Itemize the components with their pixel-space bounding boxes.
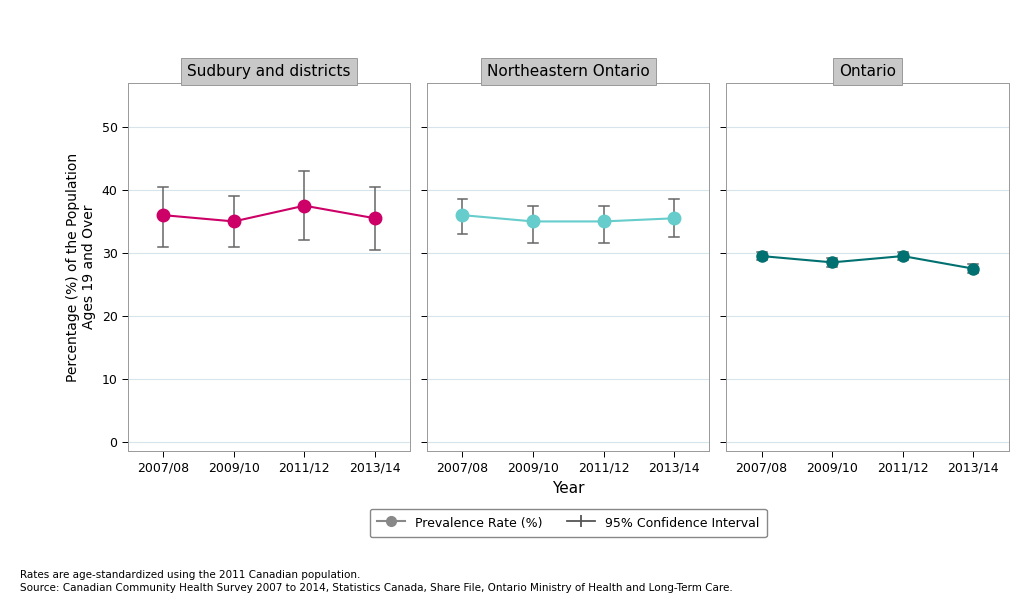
Y-axis label: Percentage (%) of the Population
Ages 19 and Over: Percentage (%) of the Population Ages 19…: [66, 152, 96, 382]
Text: Rates are age-standardized using the 2011 Canadian population.: Rates are age-standardized using the 201…: [20, 570, 360, 580]
Text: Source: Canadian Community Health Survey 2007 to 2014, Statistics Canada, Share : Source: Canadian Community Health Survey…: [20, 583, 733, 593]
Title: Sudbury and districts: Sudbury and districts: [187, 64, 351, 79]
Title: Ontario: Ontario: [839, 64, 896, 79]
Title: Northeastern Ontario: Northeastern Ontario: [487, 64, 649, 79]
Legend: Prevalence Rate (%), 95% Confidence Interval: Prevalence Rate (%), 95% Confidence Inte…: [370, 508, 767, 537]
Text: Year: Year: [552, 481, 585, 495]
